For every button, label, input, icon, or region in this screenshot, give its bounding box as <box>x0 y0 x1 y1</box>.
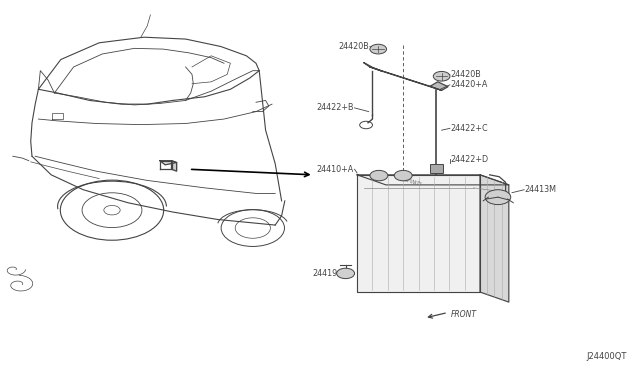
Circle shape <box>337 268 355 279</box>
Polygon shape <box>357 175 509 185</box>
Polygon shape <box>357 175 480 292</box>
Polygon shape <box>160 161 177 165</box>
Circle shape <box>433 71 450 81</box>
Text: 24419: 24419 <box>313 269 338 278</box>
Text: FRONT: FRONT <box>451 310 477 319</box>
Circle shape <box>370 170 388 181</box>
Text: 24410+A: 24410+A <box>317 165 354 174</box>
Text: INFINITI: INFINITI <box>403 177 422 187</box>
Text: 24422+B: 24422+B <box>316 103 354 112</box>
Polygon shape <box>364 62 383 71</box>
Text: 24422+D: 24422+D <box>451 155 489 164</box>
Text: 24420B: 24420B <box>451 70 481 79</box>
Text: 24422+C: 24422+C <box>451 124 488 133</box>
Polygon shape <box>370 67 442 90</box>
Text: J24400QT: J24400QT <box>587 352 627 361</box>
Polygon shape <box>430 82 448 90</box>
Circle shape <box>370 44 387 54</box>
Text: 24420+A: 24420+A <box>451 80 488 89</box>
Circle shape <box>394 170 412 181</box>
Bar <box>430 164 443 173</box>
Polygon shape <box>172 161 177 171</box>
Text: 24420B: 24420B <box>338 42 369 51</box>
Circle shape <box>485 190 511 205</box>
Text: 24413M: 24413M <box>525 185 557 194</box>
Polygon shape <box>480 175 509 302</box>
